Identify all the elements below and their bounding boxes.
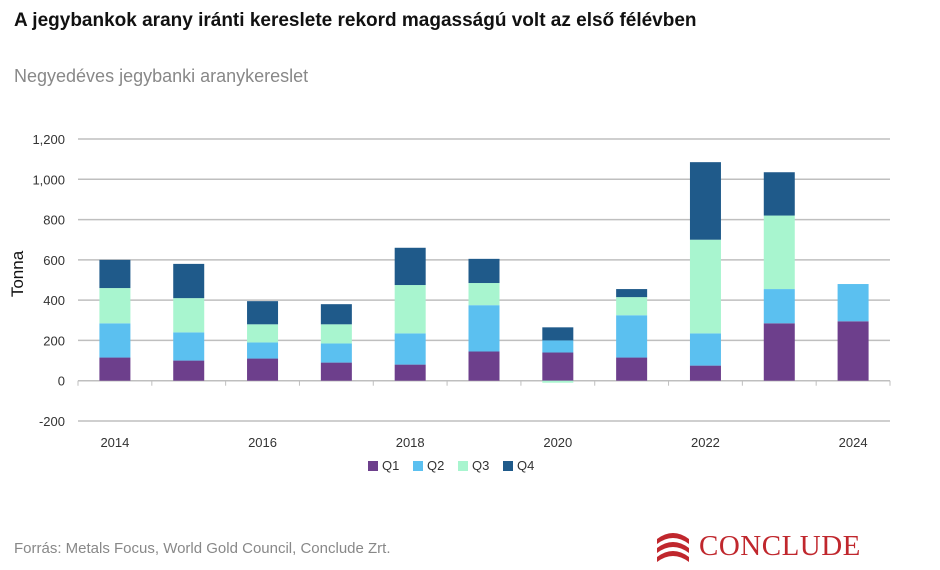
legend-label-Q1: Q1: [382, 458, 399, 473]
conclude-logo-text: CONCLUDE: [699, 529, 861, 562]
legend-swatch-Q2: [413, 461, 423, 471]
bar-2020-Q4: [542, 327, 574, 341]
axes: -200 0 200 400 600 800 1,000 1,200 Tonna 2014 2016…: [8, 132, 891, 450]
bar-2014-Q2: [99, 323, 131, 358]
bar-2018-Q4: [394, 247, 426, 286]
bar-2022-Q4: [689, 162, 721, 240]
bar-2019-Q2: [468, 305, 500, 352]
y-tick-label: 0: [58, 374, 65, 389]
x-tick-label: 2018: [396, 435, 425, 450]
x-tick-label: 2014: [100, 435, 129, 450]
y-tick-label: 800: [43, 213, 65, 228]
bar-2024-Q2: [837, 284, 869, 322]
legend-swatch-Q3: [458, 461, 468, 471]
bar-2017-Q3: [320, 324, 352, 344]
bar-2021-Q1: [616, 357, 648, 381]
bar-2017-Q4: [320, 304, 352, 325]
legend-label-Q2: Q2: [427, 458, 444, 473]
y-tick-label: 400: [43, 293, 65, 308]
bar-2021-Q2: [616, 315, 648, 358]
chart-title: A jegybankok arany iránti kereslete reko…: [14, 10, 697, 31]
bar-2016-Q1: [247, 358, 279, 381]
y-axis-label: Tonna: [8, 250, 27, 297]
bar-2015-Q4: [173, 263, 205, 299]
bar-2021-Q3: [616, 297, 648, 316]
conclude-logo: CONCLUDE: [655, 526, 861, 566]
bar-2023-Q4: [763, 172, 795, 216]
bar-2019-Q1: [468, 351, 500, 381]
bar-2024-Q1: [837, 321, 869, 381]
legend: Q1 Q2 Q3 Q4: [368, 458, 534, 473]
bar-2018-Q2: [394, 333, 426, 365]
bar-2016-Q4: [247, 301, 279, 325]
bar-2020-Q1: [542, 352, 574, 381]
x-tick-label: 2020: [543, 435, 572, 450]
bar-2014-Q3: [99, 288, 131, 324]
x-tick-label: 2016: [248, 435, 277, 450]
bar-2016-Q2: [247, 342, 279, 359]
bar-2022-Q3: [689, 239, 721, 334]
y-tick-label: 200: [43, 333, 65, 348]
grid-lines: [78, 138, 890, 422]
bar-2020-Q2: [542, 340, 574, 353]
y-tick-label: 600: [43, 253, 65, 268]
bar-2018-Q3: [394, 285, 426, 334]
legend-swatch-Q4: [503, 461, 513, 471]
bar-2014-Q4: [99, 259, 131, 289]
bar-2017-Q1: [320, 362, 352, 381]
bars: [99, 162, 869, 383]
bar-2017-Q2: [320, 343, 352, 363]
bar-2015-Q1: [173, 360, 205, 381]
stacked-bar-chart: -200 0 200 400 600 800 1,000 1,200 Tonna 2014 2016…: [8, 132, 891, 473]
bar-2020-Q3: [542, 380, 574, 383]
x-tick-label: 2024: [839, 435, 868, 450]
bar-2022-Q1: [689, 365, 721, 381]
bar-2014-Q1: [99, 357, 131, 381]
y-tick-label: 1,000: [32, 172, 65, 187]
bar-2018-Q1: [394, 364, 426, 381]
bar-2021-Q4: [616, 289, 648, 298]
x-tick-label: 2022: [691, 435, 720, 450]
bar-2023-Q2: [763, 289, 795, 324]
source-note: Forrás: Metals Focus, World Gold Council…: [14, 540, 391, 557]
legend-swatch-Q1: [368, 461, 378, 471]
y-tick-label: -200: [39, 414, 65, 429]
legend-label-Q3: Q3: [472, 458, 489, 473]
legend-label-Q4: Q4: [517, 458, 534, 473]
bar-2023-Q3: [763, 215, 795, 290]
conclude-logo-icon: [657, 533, 689, 562]
y-tick-label: 1,200: [32, 132, 65, 147]
chart-subtitle: Negyedéves jegybanki aranykereslet: [14, 66, 309, 86]
bar-2022-Q2: [689, 333, 721, 366]
bar-2023-Q1: [763, 323, 795, 381]
bar-2016-Q3: [247, 324, 279, 343]
bar-2015-Q2: [173, 332, 205, 361]
bar-2019-Q4: [468, 258, 500, 284]
bar-2015-Q3: [173, 298, 205, 333]
bar-2019-Q3: [468, 283, 500, 306]
